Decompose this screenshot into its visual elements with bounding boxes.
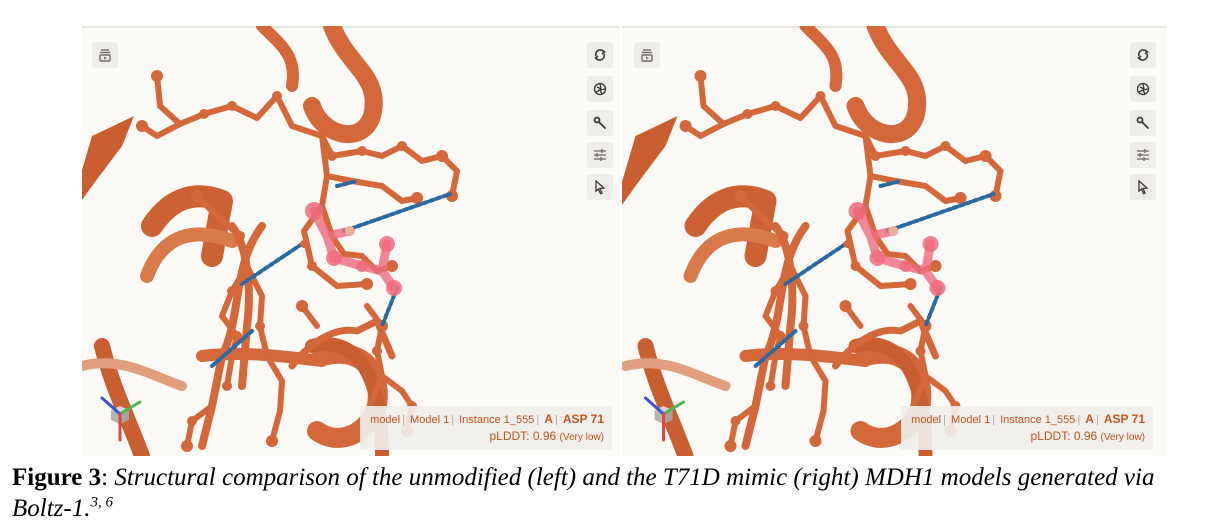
info-plddt-quality: (Very low) <box>1100 432 1145 443</box>
controls-sliders-icon[interactable] <box>587 142 613 168</box>
illumination-icon[interactable] <box>587 76 613 102</box>
figure-colon: : <box>101 464 109 491</box>
screenshot-icon[interactable] <box>634 42 660 68</box>
viewer-top-edge <box>82 26 620 28</box>
reset-view-icon[interactable] <box>1130 42 1156 68</box>
molecular-structure-render[interactable] <box>622 26 1167 456</box>
selection-cursor-icon[interactable] <box>1130 174 1156 200</box>
controls-sliders-icon[interactable] <box>1130 142 1156 168</box>
info-model: model <box>911 414 942 426</box>
screenshot-icon[interactable] <box>92 42 118 68</box>
figure-caption: Figure 3: Structural comparison of the u… <box>12 462 1212 524</box>
illumination-icon[interactable] <box>1130 76 1156 102</box>
residue-info-panel: model | Model 1 | Instance 1_555 | A | ASP 7… <box>901 406 1153 450</box>
reset-view-icon[interactable] <box>587 42 613 68</box>
viewer-top-edge <box>622 26 1167 28</box>
figure-caption-text: Structural comparison of the unmodified … <box>12 464 1155 522</box>
info-chain: A <box>1085 412 1094 426</box>
figure-label: Figure 3 <box>12 464 102 491</box>
info-instance: Instance 1_555 <box>459 414 535 426</box>
info-residue: ASP 71 <box>562 412 604 426</box>
selection-cursor-icon[interactable] <box>587 174 613 200</box>
info-instance: Instance 1_555 <box>1000 414 1076 426</box>
settings-wrench-icon[interactable] <box>1130 110 1156 136</box>
structure-viewer-right[interactable]: model | Model 1 | Instance 1_555 | A | ASP 7… <box>622 26 1167 456</box>
residue-info-panel: model | Model 1 | Instance 1_555 | A | ASP 7… <box>360 406 612 450</box>
molecular-structure-render[interactable] <box>82 26 620 456</box>
structure-viewer-left[interactable]: model | Model 1 | Instance 1_555 | A | ASP 7… <box>82 26 620 456</box>
info-model-name: Model 1 <box>951 414 991 426</box>
settings-wrench-icon[interactable] <box>587 110 613 136</box>
info-residue: ASP 71 <box>1103 412 1145 426</box>
info-plddt: pLDDT: 0.96 <box>489 429 557 443</box>
info-chain: A <box>544 412 553 426</box>
info-plddt-quality: (Very low) <box>559 432 604 443</box>
info-model: model <box>370 414 401 426</box>
info-model-name: Model 1 <box>410 414 450 426</box>
info-plddt: pLDDT: 0.96 <box>1030 429 1098 443</box>
figure-references: 3, 6 <box>90 494 113 511</box>
